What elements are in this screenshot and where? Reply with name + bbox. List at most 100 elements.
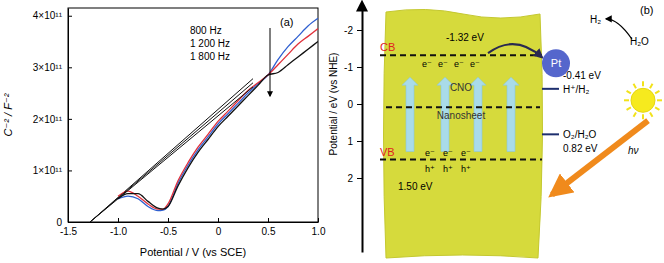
y-axis-tick-mark	[68, 16, 72, 17]
y-axis-tick-mark	[68, 67, 72, 68]
y-axis-tick-label: -2	[344, 25, 353, 36]
material-name: CNO	[450, 82, 472, 93]
band-edge	[380, 159, 542, 161]
x-axis-tick: 0	[216, 218, 222, 237]
x-axis-tick-mark	[268, 218, 269, 222]
sun-ray	[624, 99, 629, 101]
panel-a: -1.5 -1.0 -0.5 0 0.5 1.00 1×10¹¹ 2×10¹¹ 3×10¹¹ 4×…	[2, 8, 326, 258]
panel-label: (b)	[640, 4, 653, 16]
sun-ray	[657, 99, 662, 101]
series-line	[118, 18, 318, 210]
reaction-arrow	[606, 19, 632, 39]
sun-disc	[631, 88, 655, 112]
sun-ray	[634, 112, 637, 116]
excitation-arrow	[503, 77, 519, 151]
y-axis-tick-mark	[357, 30, 362, 31]
x-axis-tick-mark	[218, 218, 219, 222]
y-axis-tick-label: 1×10¹¹	[33, 165, 63, 176]
series-line	[118, 42, 318, 210]
hole: h⁺	[461, 164, 471, 174]
y-axis-tick-label: -1	[344, 62, 353, 73]
y-axis-tick-mark	[68, 170, 72, 171]
cocatalyst-label: Pt	[551, 57, 561, 69]
electron: e⁻	[425, 148, 435, 158]
redox-level	[542, 88, 559, 90]
y-axis-title: C⁻² / F⁻²	[2, 93, 14, 136]
x-axis: -1.5 -1.0 -0.5 0 0.5 1.0	[60, 218, 326, 237]
y-axis-tick-mark	[357, 178, 362, 179]
material-name: Nanosheet	[437, 110, 486, 121]
x-axis-tick-label: 1.0	[312, 226, 326, 237]
y-axis-title: Potential / eV (vs NHE)	[328, 53, 339, 156]
legend-entry: 1 800 Hz	[190, 51, 230, 62]
sun-ray	[627, 107, 631, 110]
axis-arrow	[361, 2, 363, 8]
y-axis-tick-mark	[357, 141, 362, 142]
y-axis: -2 -1 0 1 2	[344, 8, 362, 252]
y-axis-tick: 1×10¹¹	[33, 165, 72, 176]
figure: -1.5 -1.0 -0.5 0 0.5 1.0 0 1×10¹¹ 2×10¹¹ 3×10¹¹ 4×…	[0, 0, 664, 263]
nanosheet	[384, 9, 543, 258]
y-axis-tick-label: 3×10¹¹	[33, 62, 63, 73]
sun-ray	[655, 91, 659, 94]
redox-level	[542, 133, 559, 135]
redox-value: -0.41 eV	[563, 70, 601, 81]
fit-line	[90, 87, 253, 222]
band-value: 1.50 eV	[398, 181, 433, 192]
redox-name: O₂/H₂O	[563, 129, 597, 140]
y-axis-tick-mark	[68, 119, 72, 120]
light-label: hν	[628, 145, 639, 156]
y-axis-tick: 4×10¹¹	[33, 10, 72, 21]
x-axis-tick-label: 0.5	[262, 226, 276, 237]
x-axis-tick: -1.0	[110, 218, 128, 237]
electron: e⁻	[443, 148, 453, 158]
y-axis-line	[362, 8, 364, 252]
electron: e⁻	[461, 148, 471, 158]
sun-ray	[627, 91, 631, 94]
y-axis-tick: 1	[347, 136, 362, 147]
series-line	[118, 29, 318, 209]
sun-ray	[650, 84, 653, 88]
y-axis-tick-mark	[357, 104, 362, 105]
panel-b: CBVB-1.32 eV1.50 eVCNONanosheete⁻e⁻e⁻e⁻e…	[328, 2, 662, 258]
sun-ray	[642, 114, 644, 119]
excitation-arrow	[402, 77, 418, 151]
sun-ray	[655, 107, 659, 110]
redox-name: H⁺/H₂	[563, 84, 590, 95]
y-axis-tick-label: 0	[347, 99, 353, 110]
electron: e⁻	[438, 59, 448, 69]
panel-label: (a)	[280, 16, 293, 28]
sun-ray	[634, 84, 637, 88]
band-name: CB	[380, 41, 395, 53]
y-axis-tick: 3×10¹¹	[33, 62, 72, 73]
x-axis-tick-label: -1.0	[110, 226, 128, 237]
x-axis-tick-mark	[318, 218, 319, 222]
x-axis-tick-mark	[118, 218, 119, 222]
mid-line	[386, 106, 540, 108]
x-axis-tick: 1.0	[312, 218, 326, 237]
band-edge	[380, 54, 542, 56]
sun	[624, 81, 662, 119]
light-arrow	[552, 121, 648, 195]
product: H₂O	[630, 36, 649, 47]
y-axis-tick-label: 2×10¹¹	[33, 114, 63, 125]
x-axis-tick-label: -0.5	[160, 226, 178, 237]
x-axis-tick: -0.5	[160, 218, 178, 237]
product: H₂	[590, 14, 601, 25]
x-axis-tick-label: -1.5	[60, 226, 78, 237]
y-axis-tick: 0	[347, 99, 362, 110]
y-axis-tick-label: 2	[347, 173, 353, 184]
x-axis-title: Potential / V (vs SCE)	[140, 246, 246, 258]
sun-ray	[650, 112, 653, 116]
y-axis-tick: -1	[344, 62, 362, 73]
electron: e⁻	[470, 59, 480, 69]
y-axis-line	[68, 9, 69, 223]
legend-arrow	[270, 28, 271, 96]
y-axis-tick-label: 4×10¹¹	[33, 10, 63, 21]
y-axis-tick-mark	[357, 67, 362, 68]
x-axis-tick-mark	[168, 218, 169, 222]
x-axis-tick: 0.5	[262, 218, 276, 237]
y-axis-tick: -2	[344, 25, 362, 36]
plot-frame	[68, 8, 318, 222]
y-axis: 01×10¹¹2×10¹¹3×10¹¹4×10¹¹	[33, 9, 72, 228]
